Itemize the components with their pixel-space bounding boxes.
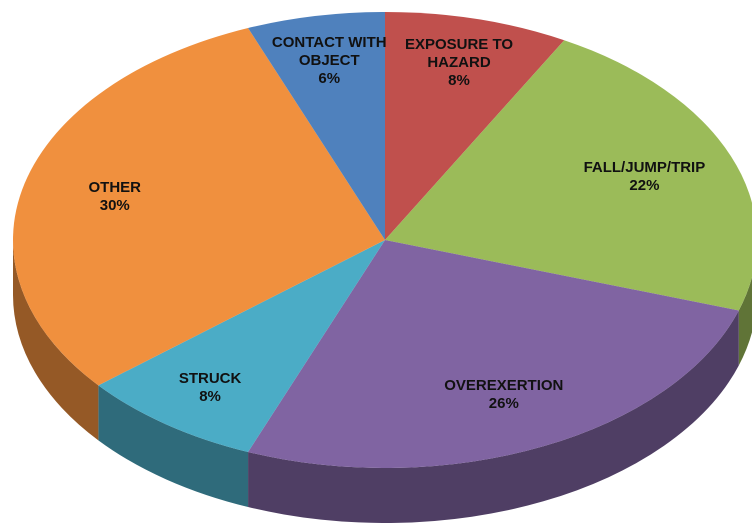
slice-label: FALL/JUMP/TRIP 22% — [569, 159, 719, 195]
value-label: 6% — [318, 69, 341, 87]
slice — [248, 240, 739, 468]
value-label: 8% — [448, 72, 470, 90]
category-label: CONTACT WITH OBJECT — [271, 33, 387, 69]
category-label: FALL/JUMP/TRIP — [583, 159, 706, 177]
slice — [248, 12, 385, 240]
slice-label: OVEREXERTION 26% — [429, 377, 579, 413]
slice — [385, 40, 752, 311]
category-label: OVEREXERTION — [444, 376, 564, 394]
slice-label: STRUCK 8% — [135, 370, 285, 406]
slice-label: EXPOSURE TO HAZARD 8% — [384, 36, 534, 90]
value-label: 8% — [199, 387, 221, 405]
category-label: OTHER — [88, 179, 142, 197]
slice-side — [13, 240, 99, 441]
slice-side — [98, 385, 249, 507]
slice — [385, 12, 565, 240]
slice-side — [738, 277, 752, 366]
slice-label: CONTACT WITH OBJECT 6% — [254, 34, 404, 88]
slice — [98, 240, 385, 452]
value-label: 26% — [488, 394, 519, 412]
value-label: 22% — [629, 177, 660, 195]
slice — [12, 28, 386, 386]
category-label: STRUCK — [178, 369, 242, 387]
category-label: EXPOSURE TO HAZARD — [404, 36, 514, 72]
slice-side — [248, 310, 739, 524]
slice-label: OTHER 30% — [40, 179, 190, 215]
value-label: 30% — [99, 197, 130, 215]
